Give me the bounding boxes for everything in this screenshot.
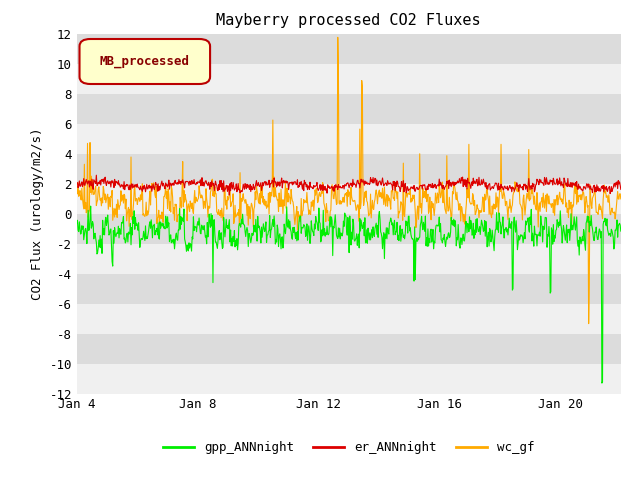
Title: Mayberry processed CO2 Fluxes: Mayberry processed CO2 Fluxes [216, 13, 481, 28]
Text: MB_processed: MB_processed [100, 55, 190, 68]
Y-axis label: CO2 Flux (urology/m2/s): CO2 Flux (urology/m2/s) [31, 127, 44, 300]
FancyBboxPatch shape [79, 39, 210, 84]
Bar [77, 123, 621, 154]
Bar [77, 364, 621, 394]
Bar [77, 243, 621, 274]
Bar [77, 183, 621, 214]
Bar [77, 303, 621, 334]
Bar [77, 63, 621, 94]
Legend: gpp_ANNnight, er_ANNnight, wc_gf: gpp_ANNnight, er_ANNnight, wc_gf [158, 436, 540, 459]
